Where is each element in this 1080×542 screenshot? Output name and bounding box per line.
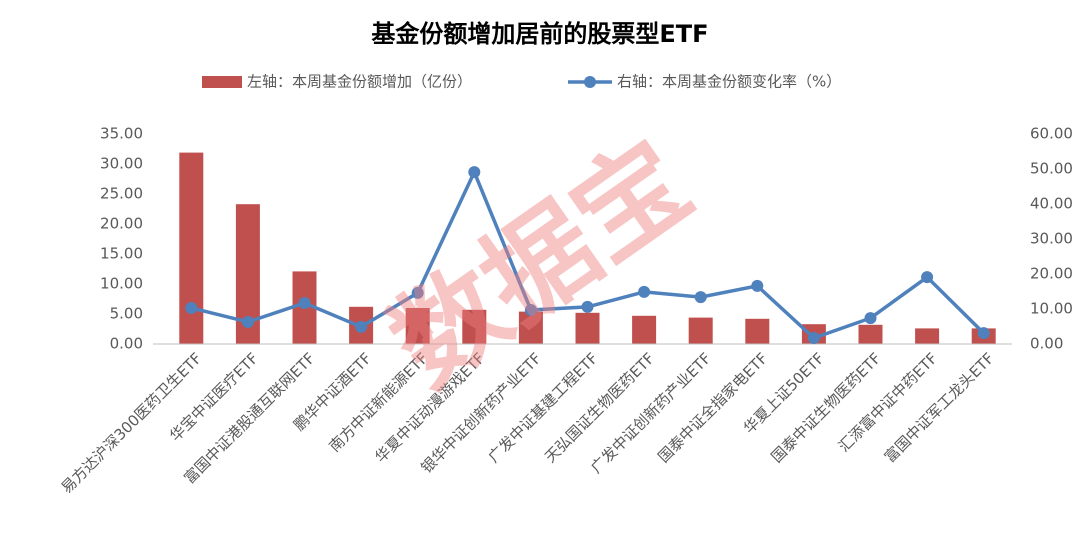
- y-tick-label: 10.00: [100, 275, 143, 293]
- y2-tick-label: 50.00: [1030, 160, 1073, 178]
- x-tick-label: 富国中证军工龙头ETF: [881, 349, 998, 466]
- legend-label: 右轴：本周基金份额变化率（%）: [617, 73, 841, 91]
- y-tick-label: 15.00: [100, 245, 143, 263]
- x-tick-label: 国泰中证生物医药ETF: [768, 349, 885, 466]
- line-marker: [638, 285, 651, 298]
- bar: [405, 308, 430, 344]
- line-marker: [298, 297, 311, 310]
- bar: [745, 318, 770, 344]
- line-marker: [864, 312, 877, 325]
- line-marker: [241, 315, 254, 328]
- y-tick-label: 20.00: [100, 215, 143, 233]
- x-tick-label: 天弘国证生物医药ETF: [541, 349, 658, 466]
- y2-tick-label: 10.00: [1030, 300, 1073, 318]
- bar: [915, 328, 940, 344]
- x-tick-label: 汇添富中证中药ETF: [835, 349, 941, 455]
- chart-title: 基金份额增加居前的股票型ETF: [371, 20, 708, 48]
- y2-tick-label: 0.00: [1030, 335, 1063, 353]
- line-marker: [524, 304, 537, 317]
- line-marker: [185, 301, 198, 314]
- bar: [688, 317, 713, 344]
- line-marker: [355, 320, 368, 333]
- bar: [179, 152, 204, 344]
- bar: [462, 309, 487, 344]
- line-marker: [751, 279, 764, 292]
- line-marker: [807, 332, 820, 345]
- y-tick-label: 30.00: [100, 155, 143, 173]
- y2-tick-label: 60.00: [1030, 125, 1073, 143]
- line-marker: [468, 166, 481, 179]
- legend-label: 左轴：本周基金份额增加（亿份）: [247, 73, 472, 91]
- x-tick-label: 国泰中证全指家电ETF: [654, 349, 771, 466]
- watermark: 数据宝: [369, 117, 713, 411]
- line-marker: [977, 327, 990, 340]
- y-tick-label: 35.00: [100, 125, 143, 143]
- y2-tick-label: 40.00: [1030, 195, 1073, 213]
- bar: [518, 311, 543, 344]
- y-tick-label: 0.00: [110, 335, 143, 353]
- bar: [858, 324, 883, 344]
- bar: [575, 312, 600, 344]
- bar: [632, 315, 657, 344]
- y-tick-label: 25.00: [100, 185, 143, 203]
- legend-swatch: [584, 76, 596, 88]
- line-marker: [694, 291, 707, 304]
- y2-tick-label: 20.00: [1030, 265, 1073, 283]
- line-marker: [411, 286, 424, 299]
- y-tick-label: 5.00: [110, 305, 143, 323]
- line-marker: [921, 271, 934, 284]
- legend-swatch: [202, 76, 242, 88]
- line-marker: [581, 300, 594, 313]
- y2-tick-label: 30.00: [1030, 230, 1073, 248]
